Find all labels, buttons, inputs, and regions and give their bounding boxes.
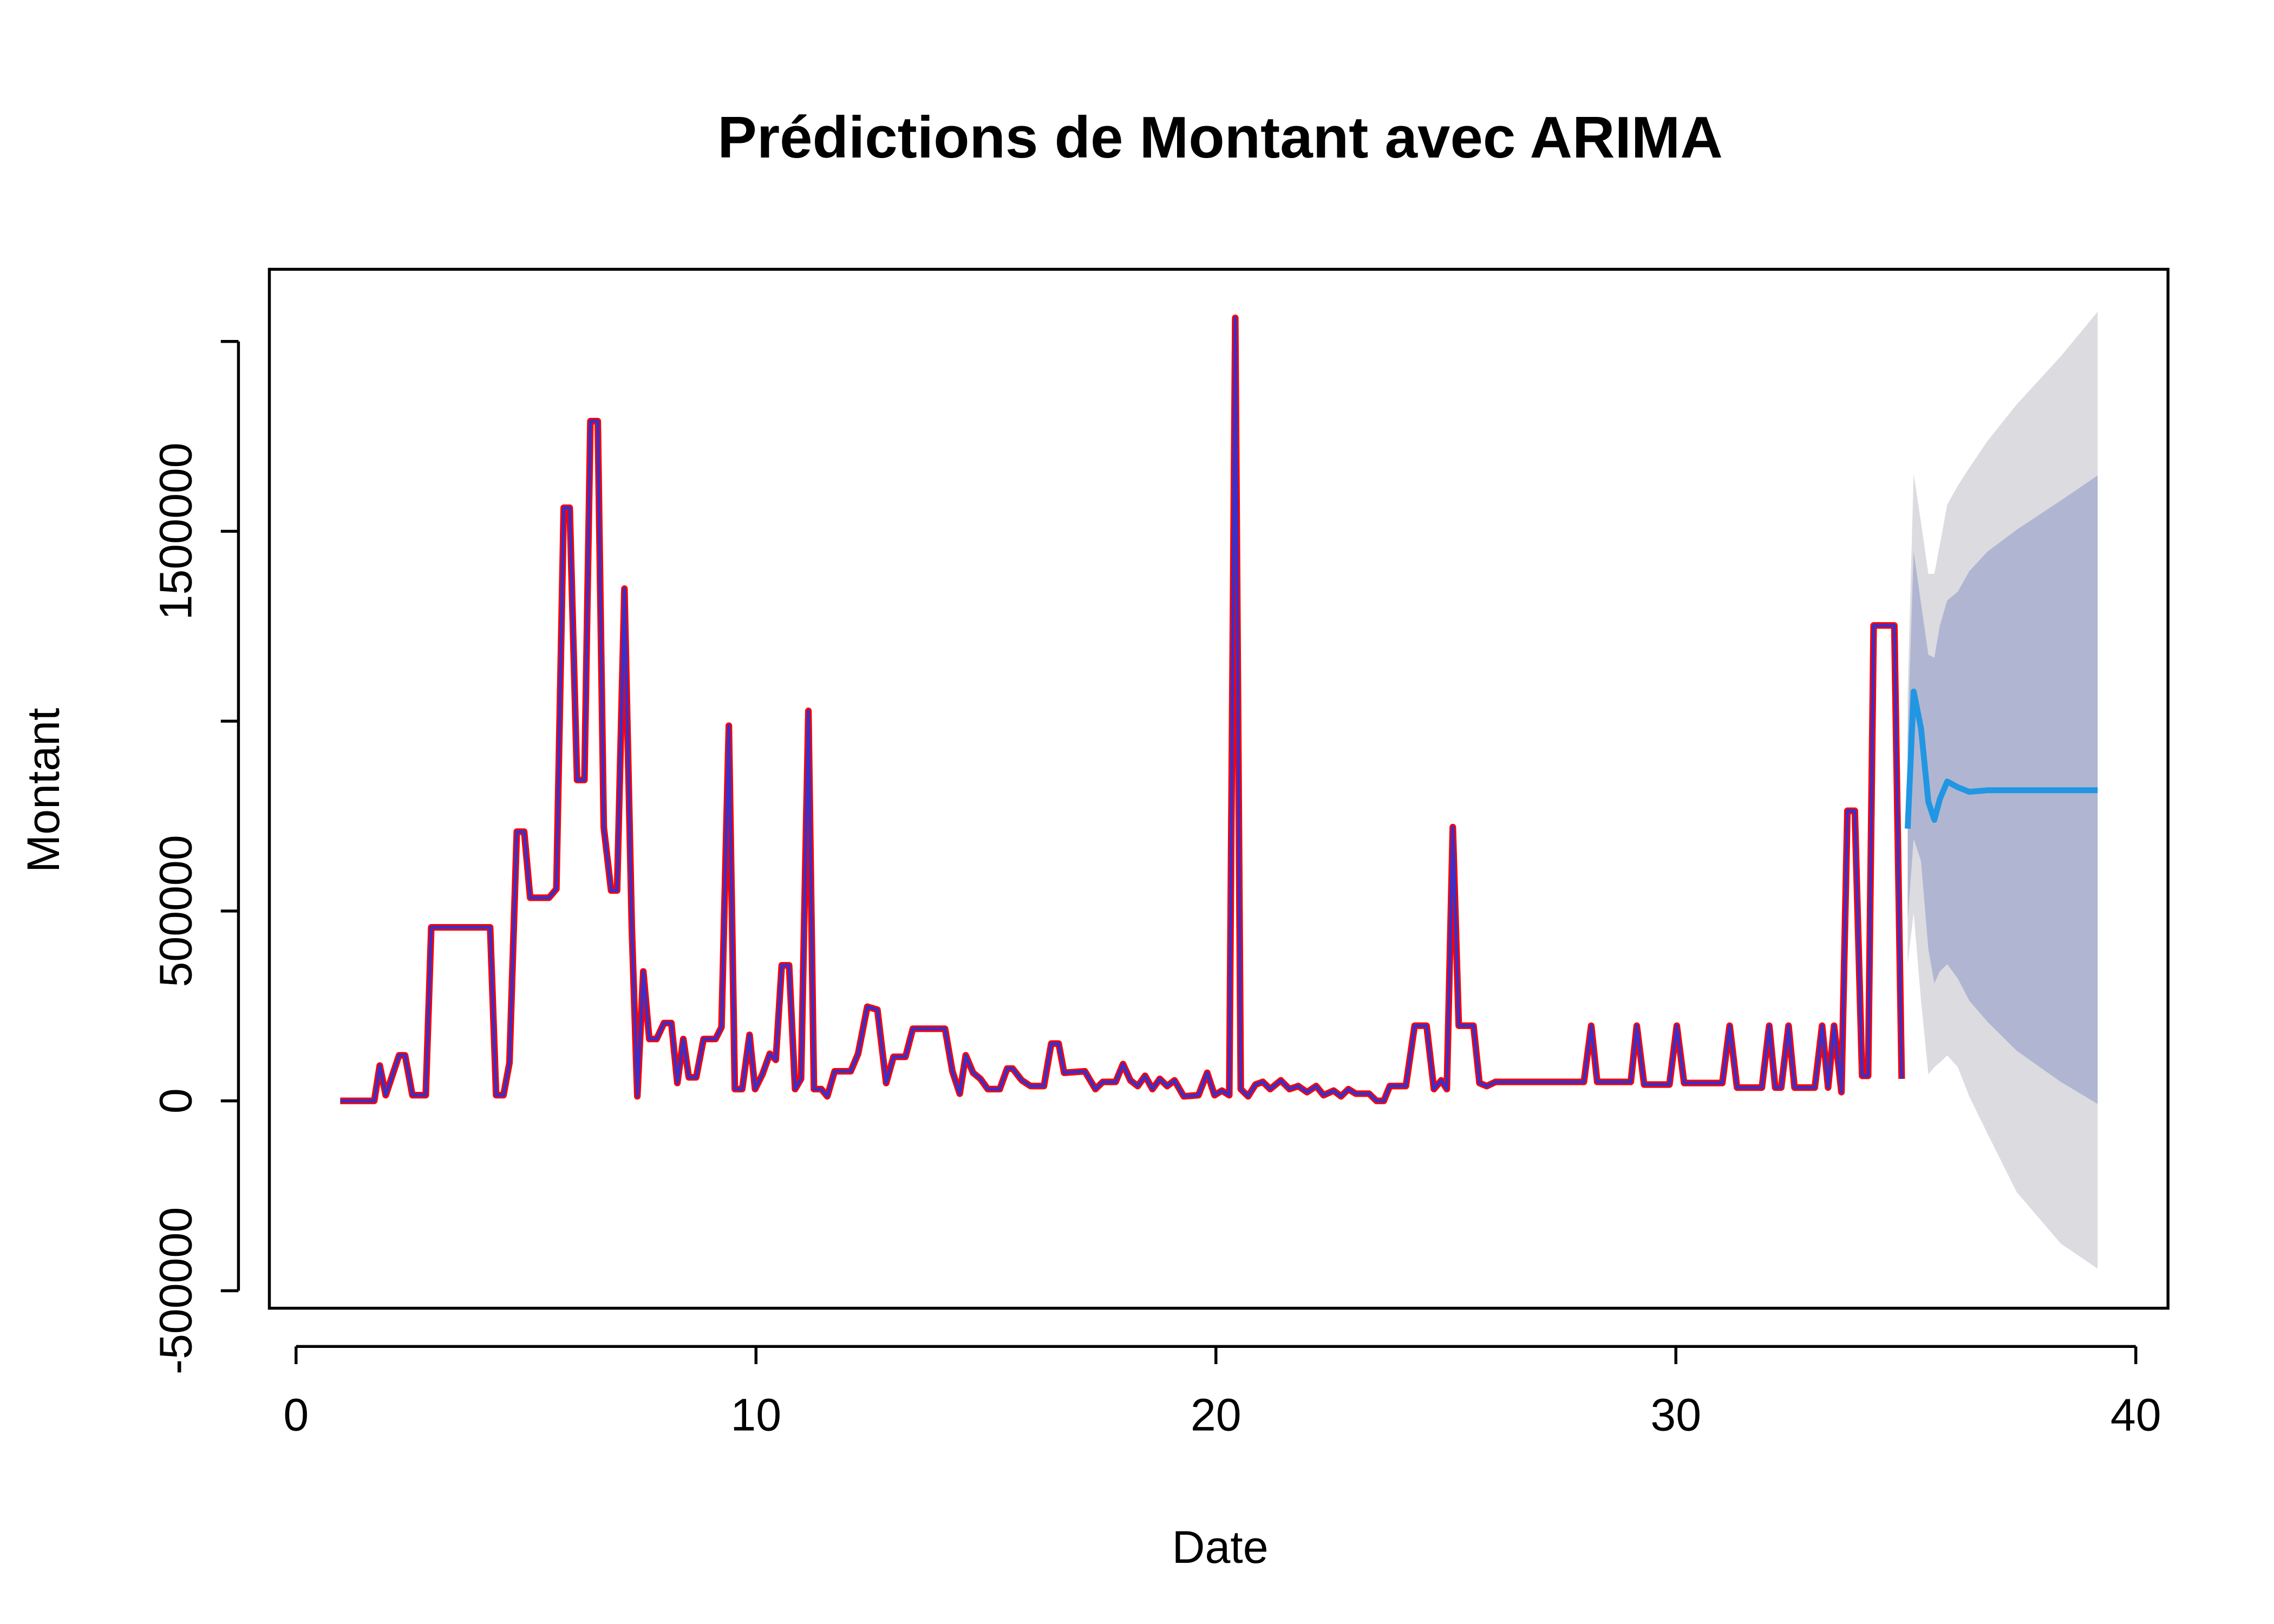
- x-tick-label: 20: [1191, 1389, 1241, 1440]
- x-axis-label: Date: [1172, 1522, 1269, 1573]
- x-tick-label: 40: [2110, 1389, 2161, 1440]
- chart-title: Prédictions de Montant avec ARIMA: [717, 105, 1723, 171]
- y-tick-label: -500000: [150, 1207, 201, 1374]
- plot-frame: [267, 267, 2170, 1310]
- series-line: [340, 316, 1904, 1103]
- forecast-line: [1904, 689, 2098, 829]
- x-tick-label: 0: [283, 1389, 309, 1440]
- x-tick-label: 30: [1650, 1389, 1701, 1440]
- y-tick-label: 0: [150, 1088, 201, 1114]
- y-axis-label: Montant: [18, 708, 69, 873]
- y-tick-label: 500000: [150, 835, 201, 987]
- x-tick-label: 10: [730, 1389, 781, 1440]
- y-tick-label: 1500000: [150, 442, 201, 620]
